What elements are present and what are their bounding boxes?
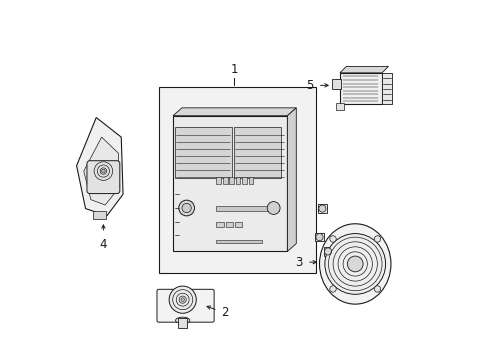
Text: 1: 1 — [230, 63, 238, 76]
Ellipse shape — [175, 317, 189, 324]
Text: 4: 4 — [100, 238, 107, 251]
Circle shape — [102, 169, 105, 173]
Bar — [178, 318, 186, 328]
Bar — [159, 87, 315, 273]
Circle shape — [318, 205, 325, 212]
Bar — [223, 177, 227, 184]
FancyBboxPatch shape — [157, 289, 214, 322]
Circle shape — [373, 236, 380, 242]
Polygon shape — [77, 117, 123, 216]
Bar — [248, 177, 253, 184]
Bar — [216, 222, 223, 227]
Circle shape — [324, 248, 331, 255]
Bar — [216, 177, 221, 184]
Polygon shape — [339, 66, 387, 73]
Bar — [323, 247, 332, 256]
Bar — [235, 222, 242, 227]
Bar — [229, 177, 234, 184]
Circle shape — [346, 256, 363, 272]
Bar — [315, 233, 323, 242]
Bar — [336, 103, 344, 111]
Polygon shape — [83, 137, 119, 205]
FancyBboxPatch shape — [87, 161, 120, 194]
Text: 2: 2 — [221, 306, 228, 319]
Ellipse shape — [319, 224, 390, 304]
Bar — [339, 73, 381, 104]
Polygon shape — [287, 108, 296, 251]
Circle shape — [329, 286, 336, 292]
Bar — [235, 177, 240, 184]
Circle shape — [169, 286, 196, 313]
Bar — [216, 240, 262, 243]
Bar — [93, 211, 106, 219]
Circle shape — [179, 200, 194, 216]
Bar — [317, 204, 326, 213]
Circle shape — [181, 298, 184, 301]
Polygon shape — [173, 108, 296, 116]
Circle shape — [182, 203, 191, 213]
Circle shape — [266, 202, 280, 215]
Bar — [225, 222, 232, 227]
Text: 3: 3 — [294, 256, 302, 269]
Bar — [331, 79, 340, 89]
Bar — [242, 177, 246, 184]
Bar — [381, 73, 391, 104]
Bar — [175, 127, 232, 178]
Text: 5: 5 — [305, 79, 313, 92]
Circle shape — [329, 236, 336, 242]
Circle shape — [315, 234, 323, 241]
Bar — [216, 206, 279, 211]
Bar — [233, 127, 281, 178]
Circle shape — [373, 286, 380, 292]
Bar — [173, 116, 287, 251]
Circle shape — [324, 234, 385, 294]
